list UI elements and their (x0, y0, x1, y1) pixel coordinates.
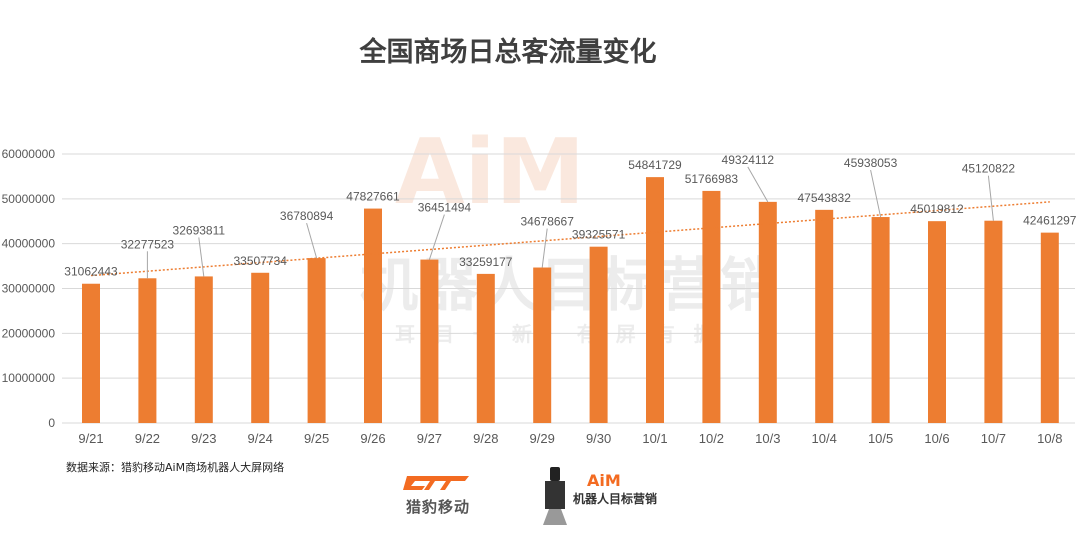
x-tick-label: 10/4 (812, 431, 837, 446)
bar (364, 208, 382, 423)
x-tick-label: 10/8 (1037, 431, 1062, 446)
leader-line (428, 214, 445, 260)
data-label: 47543832 (798, 191, 852, 205)
bar (1040, 232, 1059, 423)
data-source-note: 数据来源：猎豹移动AiM商场机器人大屏网络 (66, 461, 285, 474)
y-tick-label: 40000000 (2, 237, 56, 251)
bar (307, 258, 326, 423)
x-tick-label: 10/6 (924, 431, 949, 446)
x-tick-label: 9/28 (473, 431, 498, 446)
bar (533, 267, 552, 423)
y-tick-label: 0 (48, 416, 55, 430)
x-tick-label: 9/24 (248, 431, 273, 446)
bar (420, 259, 439, 423)
watermark-brand: AiM (395, 120, 586, 225)
bar (82, 283, 100, 423)
data-label: 47827661 (346, 190, 400, 204)
x-tick-label: 9/30 (586, 431, 611, 446)
y-tick-label: 20000000 (2, 326, 56, 340)
aim-logo-slogan: 机器人目标营销 (573, 492, 658, 506)
x-tick-label: 9/25 (304, 431, 329, 446)
data-label: 32693811 (173, 223, 226, 237)
bar (589, 246, 608, 423)
cheetah-logo-text: 猎豹移动 (405, 498, 470, 516)
leader-line (870, 169, 882, 218)
x-tick-label: 9/26 (360, 431, 385, 446)
bar (251, 272, 270, 423)
chart-title: 全国商场日总客流量变化 (359, 37, 657, 68)
bar (815, 209, 834, 423)
x-tick-label: 10/1 (642, 431, 667, 446)
data-label: 32277523 (121, 237, 175, 251)
bar (984, 220, 1003, 423)
bar (702, 190, 721, 423)
data-label: 36780894 (280, 209, 334, 223)
bar (138, 278, 157, 423)
data-label: 33259177 (459, 255, 513, 269)
x-tick-label: 9/23 (191, 431, 216, 446)
robot-icon (543, 467, 567, 525)
x-tick-label: 9/21 (78, 431, 103, 446)
data-label: 54841729 (628, 158, 682, 172)
leader-line (541, 228, 548, 268)
data-label: 51766983 (685, 172, 739, 186)
bar (646, 177, 664, 423)
y-tick-label: 60000000 (2, 147, 56, 161)
data-label: 33507734 (234, 254, 288, 268)
data-label: 31062443 (64, 265, 118, 279)
x-tick-label: 9/27 (417, 431, 442, 446)
cheetah-logo-icon (403, 476, 469, 490)
data-label: 49324112 (722, 153, 775, 167)
bar (871, 217, 890, 423)
data-label: 39325571 (572, 228, 626, 242)
leader-line (747, 166, 769, 203)
trendline (90, 201, 1050, 277)
cheetah-mobile-logo: 猎豹移动 (398, 470, 478, 517)
data-label: 45938053 (844, 156, 898, 170)
data-label: 45120822 (962, 162, 1016, 176)
bar (194, 276, 213, 423)
leader-line (306, 222, 318, 259)
x-tick-label: 10/3 (755, 431, 780, 446)
aim-logo: AiM 机器人目标营销 (535, 465, 675, 530)
data-label: 34678667 (521, 215, 575, 229)
data-label: 42461297 (1023, 214, 1077, 228)
x-tick-label: 9/29 (530, 431, 555, 446)
bar (476, 273, 495, 423)
y-tick-label: 10000000 (2, 371, 56, 385)
bar (758, 201, 777, 423)
bar (928, 221, 946, 423)
y-tick-label: 30000000 (2, 282, 56, 296)
y-tick-label: 50000000 (2, 192, 56, 206)
leader-line (987, 175, 994, 221)
x-tick-label: 10/2 (699, 431, 724, 446)
leader-line (198, 237, 205, 277)
aim-logo-brand: AiM (587, 471, 621, 490)
x-tick-label: 10/5 (868, 431, 893, 446)
data-label: 45019812 (910, 202, 964, 216)
x-tick-label: 9/22 (135, 431, 160, 446)
x-tick-label: 10/7 (981, 431, 1006, 446)
data-label: 36451494 (418, 201, 472, 215)
